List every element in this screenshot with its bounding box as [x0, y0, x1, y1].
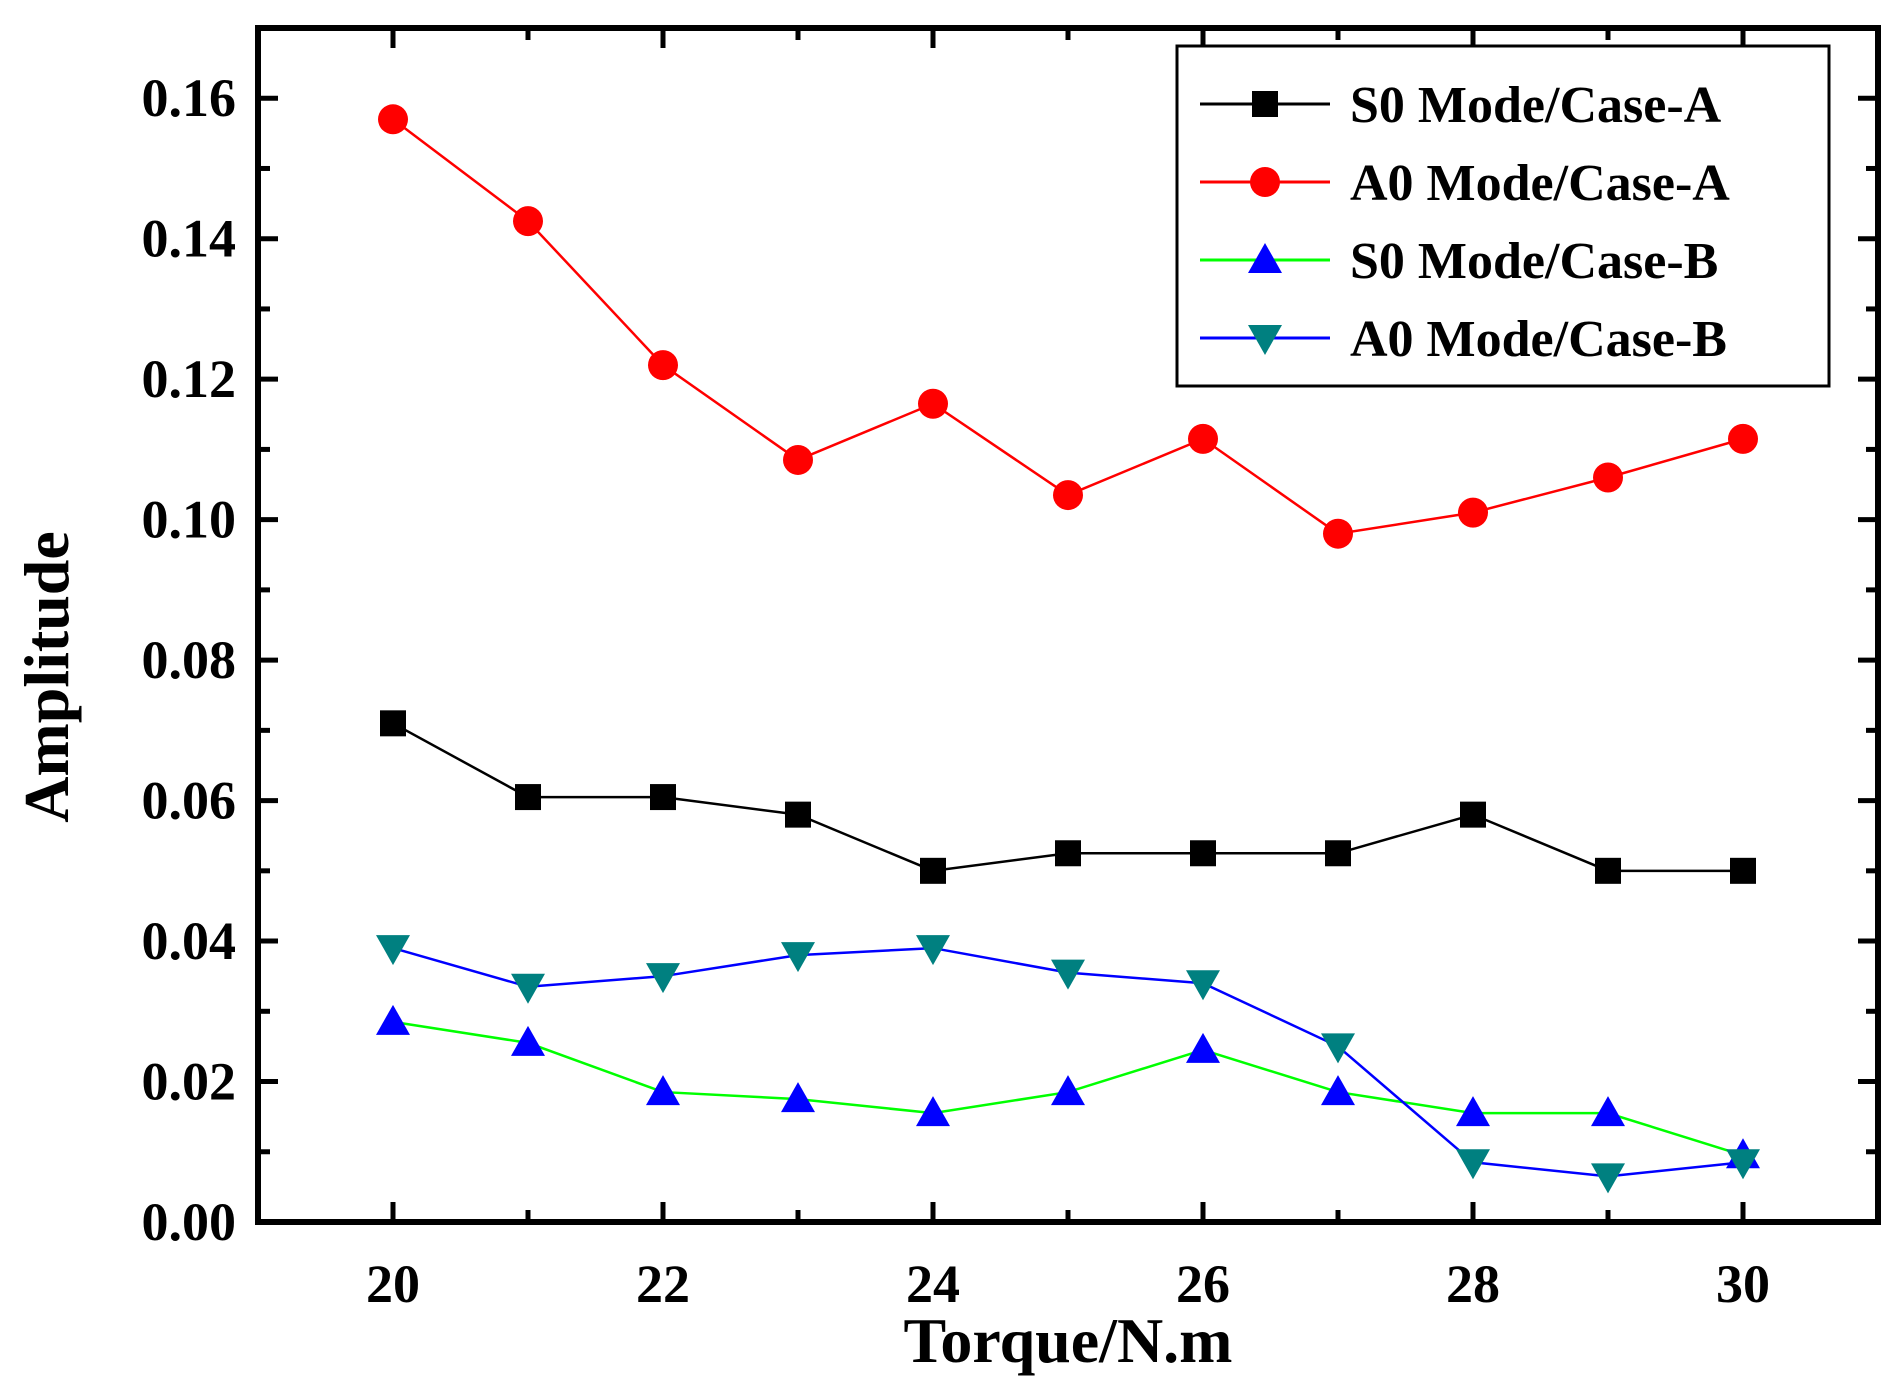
data-point — [380, 710, 406, 737]
data-point — [511, 1025, 545, 1056]
data-point — [781, 1082, 815, 1113]
data-point — [646, 963, 680, 994]
y-tick-label: 0.04 — [142, 911, 237, 971]
y-tick-label: 0.00 — [142, 1192, 237, 1252]
y-tick-label: 0.08 — [142, 630, 237, 690]
data-point — [650, 784, 676, 811]
data-point — [1051, 959, 1085, 990]
data-point — [515, 784, 541, 811]
data-point — [1188, 423, 1218, 454]
data-point — [1186, 970, 1220, 1001]
data-point — [916, 935, 950, 966]
data-point — [648, 350, 678, 381]
series-group — [378, 104, 1758, 549]
series-group — [380, 710, 1756, 884]
y-tick-label: 0.06 — [142, 771, 237, 831]
data-point — [1323, 518, 1353, 549]
data-point — [1051, 1075, 1085, 1106]
legend-label: A0 Mode/Case-A — [1350, 155, 1730, 212]
data-point — [1591, 1096, 1625, 1127]
data-point — [1595, 857, 1621, 884]
data-point — [1728, 423, 1758, 454]
y-tick-label: 0.10 — [142, 490, 237, 550]
legend-label: S0 Mode/Case-B — [1350, 233, 1718, 290]
data-point — [785, 801, 811, 828]
y-tick-label: 0.14 — [142, 209, 237, 269]
data-point — [1460, 801, 1486, 828]
legend-label: A0 Mode/Case-B — [1350, 311, 1727, 368]
data-point — [1325, 840, 1351, 867]
x-tick-label: 20 — [366, 1254, 420, 1314]
x-tick-label: 28 — [1446, 1254, 1500, 1314]
data-point — [1730, 857, 1756, 884]
data-point — [1321, 1033, 1355, 1064]
data-point — [781, 942, 815, 973]
data-point — [918, 388, 948, 419]
legend-marker — [1250, 167, 1280, 197]
x-tick-label: 22 — [636, 1254, 690, 1314]
legend-marker — [1248, 243, 1282, 273]
data-point — [1458, 497, 1488, 528]
data-point — [376, 1004, 410, 1035]
data-point — [1593, 462, 1623, 493]
data-point — [1591, 1163, 1625, 1194]
x-axis-title: Torque/N.m — [904, 1305, 1233, 1376]
data-point — [376, 935, 410, 966]
legend-label: S0 Mode/Case-A — [1350, 77, 1722, 134]
data-point — [1186, 1032, 1220, 1063]
data-point — [1190, 840, 1216, 867]
data-point — [378, 104, 408, 135]
x-tick-label: 30 — [1716, 1254, 1770, 1314]
data-point — [1321, 1075, 1355, 1106]
data-point — [511, 973, 545, 1004]
series-group — [376, 935, 1760, 1194]
legend-marker — [1252, 91, 1278, 117]
legend-marker — [1248, 325, 1282, 355]
series-group — [376, 1004, 1760, 1169]
x-tick-label: 24 — [906, 1254, 960, 1314]
data-point — [1053, 480, 1083, 511]
data-point — [513, 206, 543, 237]
data-point — [1456, 1149, 1490, 1180]
y-tick-label: 0.02 — [142, 1052, 237, 1112]
data-point — [783, 444, 813, 475]
data-point — [1726, 1149, 1760, 1180]
x-tick-label: 26 — [1176, 1254, 1230, 1314]
data-point — [916, 1096, 950, 1127]
y-axis-title: Amplitude — [11, 531, 82, 823]
y-tick-label: 0.12 — [142, 349, 237, 409]
y-tick-label: 0.16 — [142, 68, 237, 128]
data-point — [920, 857, 946, 884]
data-point — [1055, 840, 1081, 867]
data-point — [1456, 1096, 1490, 1127]
data-point — [646, 1075, 680, 1106]
